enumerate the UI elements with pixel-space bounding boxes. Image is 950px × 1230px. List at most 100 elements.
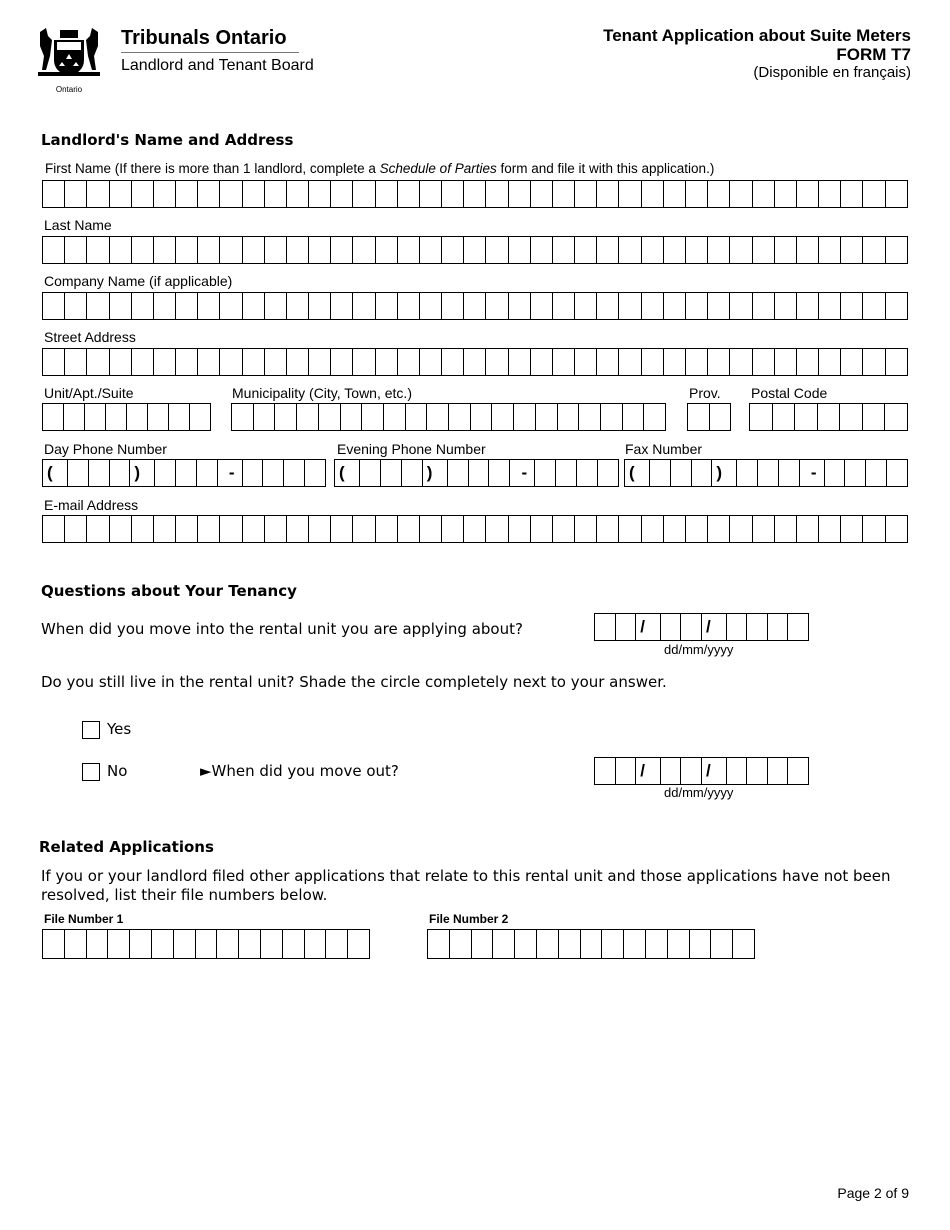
box-cell[interactable] — [768, 614, 789, 640]
box-cell[interactable] — [577, 460, 599, 486]
box-cell[interactable] — [398, 181, 420, 207]
postal-input[interactable] — [749, 403, 908, 431]
box-cell[interactable] — [642, 181, 664, 207]
box-cell[interactable] — [727, 758, 748, 784]
box-cell[interactable] — [243, 237, 265, 263]
box-cell[interactable] — [509, 516, 531, 542]
box-cell[interactable] — [664, 181, 686, 207]
box-cell[interactable] — [65, 181, 88, 207]
box-cell[interactable] — [841, 349, 864, 375]
box-cell[interactable]: - — [800, 460, 825, 486]
box-cell[interactable] — [753, 349, 775, 375]
box-cell[interactable] — [819, 181, 842, 207]
box-cell[interactable]: / — [636, 614, 661, 640]
box-cell[interactable] — [531, 293, 553, 319]
box-cell[interactable] — [420, 293, 443, 319]
box-cell[interactable] — [708, 516, 731, 542]
box-cell[interactable] — [65, 349, 88, 375]
box-cell[interactable] — [127, 404, 148, 430]
box-cell[interactable] — [597, 181, 620, 207]
box-cell[interactable] — [472, 930, 494, 958]
box-cell[interactable] — [442, 237, 465, 263]
box-cell[interactable] — [450, 930, 472, 958]
box-cell[interactable] — [331, 237, 354, 263]
box-cell[interactable] — [575, 237, 598, 263]
box-cell[interactable] — [132, 181, 154, 207]
box-cell[interactable] — [668, 930, 690, 958]
box-cell[interactable] — [154, 293, 177, 319]
box-cell[interactable] — [176, 516, 199, 542]
box-cell[interactable] — [287, 349, 310, 375]
box-cell[interactable] — [309, 181, 332, 207]
company-input[interactable] — [42, 292, 908, 320]
box-cell[interactable] — [381, 460, 402, 486]
box-cell[interactable] — [87, 516, 110, 542]
box-cell[interactable] — [376, 516, 398, 542]
box-cell[interactable] — [198, 349, 221, 375]
box-cell[interactable] — [747, 758, 768, 784]
box-cell[interactable] — [132, 293, 154, 319]
box-cell[interactable] — [595, 758, 616, 784]
box-cell[interactable] — [148, 404, 169, 430]
box-cell[interactable] — [597, 349, 620, 375]
box-cell[interactable] — [531, 349, 553, 375]
box-cell[interactable] — [398, 349, 420, 375]
box-cell[interactable] — [711, 930, 734, 958]
box-cell[interactable] — [243, 181, 265, 207]
box-cell[interactable] — [646, 930, 668, 958]
box-cell[interactable] — [559, 930, 581, 958]
box-cell[interactable] — [840, 404, 863, 430]
box-cell[interactable] — [265, 181, 287, 207]
box-cell[interactable] — [68, 460, 89, 486]
box-cell[interactable] — [863, 349, 886, 375]
yes-checkbox[interactable] — [82, 721, 100, 739]
box-cell[interactable] — [753, 237, 775, 263]
box-cell[interactable] — [471, 404, 493, 430]
box-cell[interactable] — [43, 349, 66, 375]
box-cell[interactable] — [885, 404, 907, 430]
box-cell[interactable] — [841, 516, 864, 542]
box-cell[interactable] — [254, 404, 276, 430]
box-cell[interactable] — [686, 237, 709, 263]
box-cell[interactable] — [287, 293, 310, 319]
box-cell[interactable] — [753, 181, 775, 207]
box-cell[interactable] — [887, 460, 907, 486]
box-cell[interactable] — [866, 460, 888, 486]
box-cell[interactable] — [863, 181, 886, 207]
box-cell[interactable] — [597, 237, 620, 263]
box-cell[interactable] — [376, 237, 398, 263]
box-cell[interactable] — [376, 181, 398, 207]
box-cell[interactable] — [309, 349, 332, 375]
box-cell[interactable] — [886, 516, 907, 542]
box-cell[interactable] — [797, 181, 820, 207]
box-cell[interactable] — [661, 614, 682, 640]
box-cell[interactable] — [775, 237, 797, 263]
box-cell[interactable] — [595, 614, 616, 640]
box-cell[interactable] — [597, 516, 620, 542]
box-cell[interactable] — [442, 181, 465, 207]
box-cell[interactable] — [797, 349, 820, 375]
box-cell[interactable] — [428, 930, 450, 958]
box-cell[interactable] — [775, 181, 797, 207]
box-cell[interactable] — [420, 181, 443, 207]
box-cell[interactable] — [110, 293, 132, 319]
box-cell[interactable] — [509, 181, 531, 207]
box-cell[interactable] — [575, 516, 598, 542]
box-cell[interactable] — [598, 460, 618, 486]
box-cell[interactable] — [469, 460, 490, 486]
box-cell[interactable] — [863, 237, 886, 263]
box-cell[interactable] — [261, 930, 283, 958]
box-cell[interactable] — [553, 349, 576, 375]
box-cell[interactable] — [284, 460, 306, 486]
box-cell[interactable] — [130, 930, 152, 958]
box-cell[interactable] — [509, 293, 531, 319]
box-cell[interactable] — [486, 293, 509, 319]
box-cell[interactable] — [619, 293, 642, 319]
box-cell[interactable] — [287, 181, 310, 207]
box-cell[interactable] — [220, 516, 243, 542]
box-cell[interactable] — [65, 293, 88, 319]
box-cell[interactable] — [449, 404, 471, 430]
box-cell[interactable] — [305, 460, 325, 486]
box-cell[interactable] — [825, 460, 846, 486]
box-cell[interactable] — [644, 404, 665, 430]
